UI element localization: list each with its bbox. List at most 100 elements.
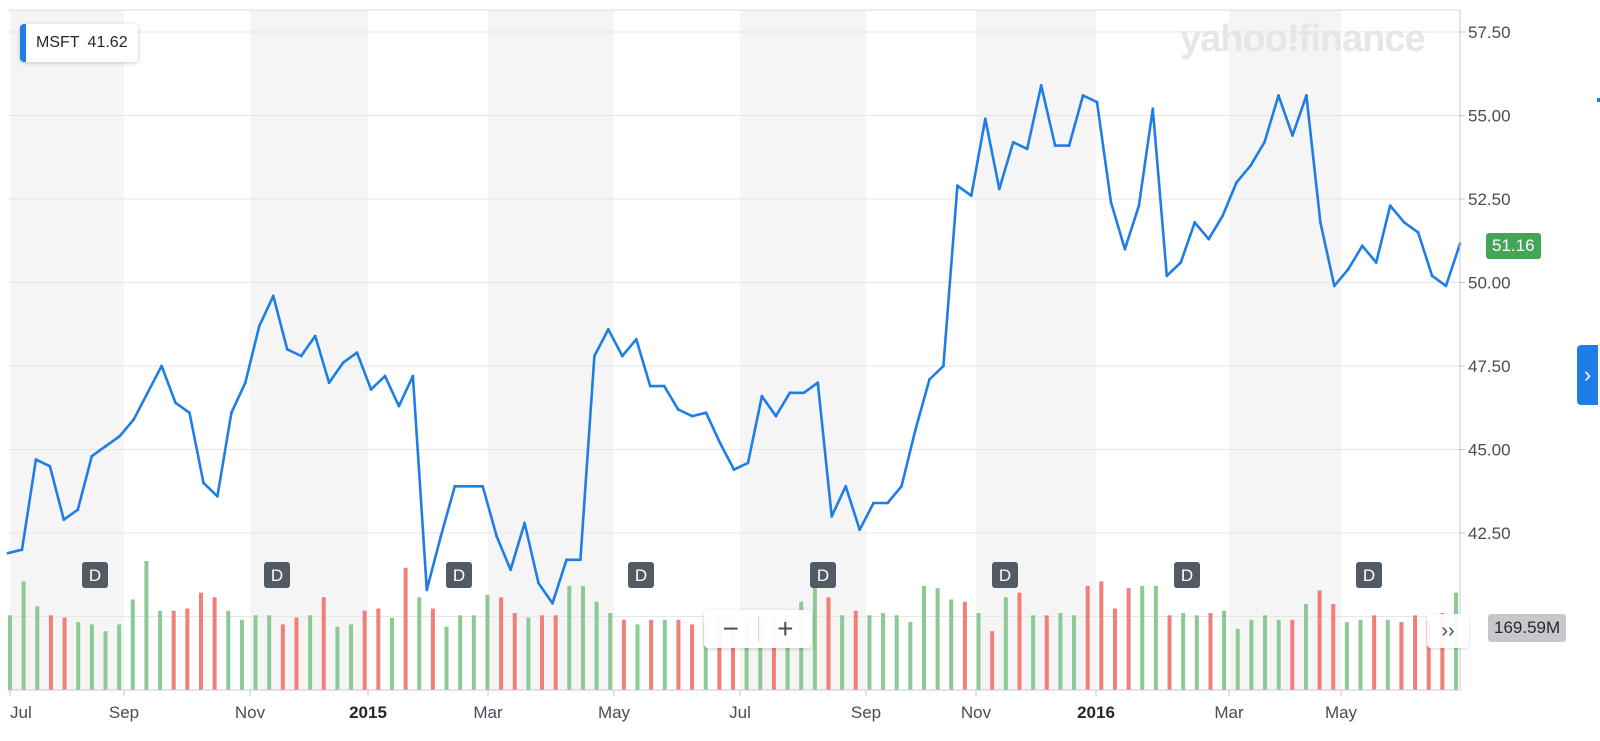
volume-bar bbox=[812, 570, 817, 690]
price-point bbox=[313, 334, 317, 338]
volume-bar bbox=[1344, 622, 1349, 690]
volume-bar bbox=[362, 610, 367, 690]
price-point bbox=[6, 551, 10, 555]
price-point bbox=[1332, 284, 1336, 288]
volume-bar bbox=[1126, 588, 1131, 690]
price-point bbox=[299, 354, 303, 358]
volume-bar bbox=[321, 597, 326, 690]
price-point bbox=[1305, 94, 1308, 97]
volume-bar bbox=[335, 626, 340, 690]
volume-bar bbox=[990, 631, 995, 690]
price-point bbox=[1207, 237, 1211, 241]
price-point bbox=[1416, 231, 1420, 234]
dividend-marker-bg bbox=[264, 562, 290, 588]
dividend-marker-bg bbox=[1356, 562, 1382, 588]
price-point bbox=[900, 484, 903, 488]
x-tick-label: 2016 bbox=[1077, 703, 1115, 722]
price-point bbox=[174, 401, 177, 405]
volume-bar bbox=[567, 585, 572, 690]
x-tick-label: Nov bbox=[961, 703, 992, 722]
price-point bbox=[1165, 274, 1169, 278]
price-point bbox=[271, 294, 275, 298]
volume-bar bbox=[158, 610, 163, 690]
price-point bbox=[648, 384, 652, 388]
dividend-marker-label: D bbox=[1181, 566, 1193, 585]
volume-bar bbox=[76, 622, 81, 690]
gridlines bbox=[8, 31, 1460, 618]
volume-bar bbox=[226, 610, 231, 690]
current-price-flag: 51.16 bbox=[1486, 233, 1541, 259]
volume-bar bbox=[471, 615, 476, 690]
dividend-marker[interactable]: D bbox=[1174, 562, 1200, 588]
y-tick-label: 50.00 bbox=[1468, 274, 1511, 293]
price-point bbox=[942, 364, 945, 368]
dividend-marker[interactable]: D bbox=[992, 562, 1018, 588]
volume-bar bbox=[1385, 619, 1390, 690]
price-point bbox=[1039, 84, 1043, 87]
volume-bar bbox=[1153, 585, 1158, 690]
dividend-marker[interactable]: D bbox=[82, 562, 108, 588]
price-point bbox=[830, 514, 834, 518]
legend-value: 41.62 bbox=[87, 34, 128, 51]
x-tick-label: 2015 bbox=[349, 703, 387, 722]
volume-bar bbox=[1440, 613, 1445, 690]
dividend-marker[interactable]: D bbox=[264, 562, 290, 588]
price-point bbox=[1221, 214, 1225, 218]
price-point bbox=[425, 588, 429, 592]
dividend-marker[interactable]: D bbox=[1356, 562, 1382, 588]
dividend-marker-label: D bbox=[271, 566, 283, 585]
volume-bar bbox=[744, 619, 749, 690]
x-tick-label: Sep bbox=[109, 703, 139, 722]
price-point bbox=[1123, 247, 1127, 251]
price-point bbox=[551, 601, 554, 605]
volume-bar bbox=[826, 597, 831, 690]
dividend-marker[interactable]: D bbox=[446, 562, 472, 588]
x-tick-label: Jul bbox=[10, 703, 32, 722]
volume-bar bbox=[526, 617, 531, 690]
volume-bar bbox=[185, 608, 190, 690]
price-point bbox=[285, 347, 289, 351]
price-point bbox=[928, 377, 931, 381]
dividend-marker-bg bbox=[446, 562, 472, 588]
price-point bbox=[1430, 274, 1434, 278]
price-point bbox=[1318, 220, 1322, 224]
price-point bbox=[369, 388, 373, 391]
volume-bar bbox=[349, 624, 354, 690]
side-panel-toggle[interactable]: › bbox=[1577, 345, 1598, 405]
dividend-marker[interactable]: D bbox=[628, 562, 654, 588]
price-point bbox=[34, 458, 38, 461]
price-point bbox=[676, 408, 680, 411]
price-point bbox=[983, 117, 987, 121]
volume-bar bbox=[1276, 619, 1281, 690]
volume-bar bbox=[417, 597, 422, 690]
dividend-marker[interactable]: D bbox=[810, 562, 836, 588]
price-point bbox=[1374, 261, 1378, 264]
volume-bar bbox=[280, 624, 285, 690]
price-point bbox=[1263, 140, 1266, 144]
scroll-forward-button[interactable]: ›› bbox=[1427, 614, 1469, 648]
volume-bar bbox=[376, 608, 381, 690]
price-point bbox=[1179, 261, 1183, 264]
price-point bbox=[1137, 204, 1141, 208]
price-point bbox=[816, 381, 820, 385]
price-point bbox=[216, 494, 219, 498]
price-series bbox=[6, 84, 1462, 605]
price-point bbox=[132, 418, 136, 421]
price-point bbox=[1011, 140, 1015, 144]
zoom-in-button[interactable]: + bbox=[777, 613, 794, 644]
y-tick-label: 57.50 bbox=[1468, 23, 1511, 42]
price-point bbox=[732, 468, 736, 471]
zoom-divider bbox=[757, 616, 759, 642]
price-point bbox=[397, 404, 401, 408]
price-point bbox=[634, 337, 638, 341]
price-point bbox=[858, 528, 862, 532]
month-band bbox=[10, 10, 124, 690]
series-legend[interactable]: MSFT 41.62 bbox=[20, 24, 138, 62]
volume-bar bbox=[690, 624, 695, 690]
volume-bar bbox=[1372, 615, 1377, 690]
volume-bar bbox=[8, 615, 12, 690]
volume-bar bbox=[771, 619, 776, 690]
zoom-out-button[interactable]: − bbox=[722, 613, 739, 644]
